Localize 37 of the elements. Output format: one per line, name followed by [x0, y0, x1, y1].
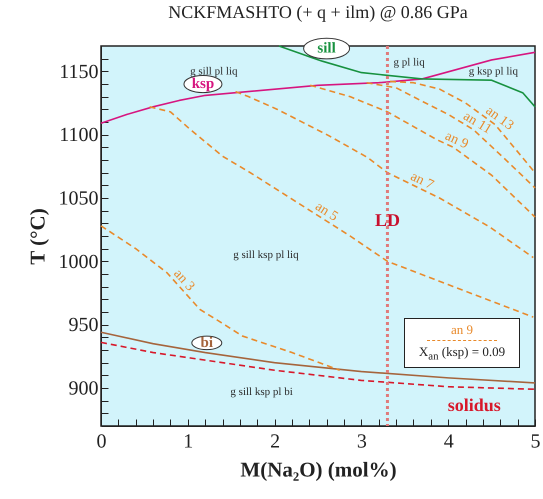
chart-title: NCKFMASHTO (+ q + ilm) @ 0.86 GPa	[168, 2, 468, 22]
y-tick-label: 1000	[58, 250, 98, 273]
annotation: ksp	[192, 76, 214, 92]
line-series	[100, 225, 340, 372]
x-tick-label: 5	[530, 430, 540, 452]
y-tick-label: 1100	[59, 124, 98, 146]
line-series	[389, 80, 536, 174]
y-tick-label: 1150	[59, 60, 98, 83]
annotation: g ksp pl liq	[468, 65, 518, 78]
key-box: an 9 X$_{an}$ (ksp) = 0.09	[404, 318, 520, 368]
x-tick-label: 1	[183, 430, 194, 452]
annotation: an 3	[170, 266, 198, 294]
annotation: an 9	[442, 128, 470, 152]
y-tick-label: 950	[68, 314, 98, 336]
line-series	[148, 106, 534, 318]
x-axis-title: M(Na₂O) (mol%)	[240, 458, 397, 482]
annotation: an 9	[450, 322, 474, 338]
annotation: solidus	[448, 395, 501, 415]
line-series	[234, 90, 534, 258]
x-tick-label: 4	[444, 430, 454, 452]
annotation: g sill ksp pl bi	[230, 386, 293, 398]
x-tick-label: 0	[96, 430, 106, 452]
line-series	[366, 82, 536, 189]
annotation: g pl liq	[394, 56, 426, 68]
annotation: sill	[317, 40, 336, 57]
y-axis-title: T (°C)	[26, 208, 50, 265]
annotation: g sill ksp pl liq	[233, 249, 300, 261]
x-tick-label: 2	[270, 430, 280, 452]
y-tick-label: 900	[68, 378, 98, 400]
y-tick-label: 1050	[58, 188, 98, 210]
annotation: bi	[200, 334, 214, 351]
annotation: g sill pl liq	[190, 65, 238, 78]
x-tick-label: 3	[356, 430, 367, 452]
annotation: an 7	[408, 169, 436, 194]
ref-line-label: LD	[374, 210, 400, 230]
annotation: X$_{an}$ (ksp) = 0.09	[418, 344, 506, 363]
annotation: an 5	[312, 199, 340, 225]
